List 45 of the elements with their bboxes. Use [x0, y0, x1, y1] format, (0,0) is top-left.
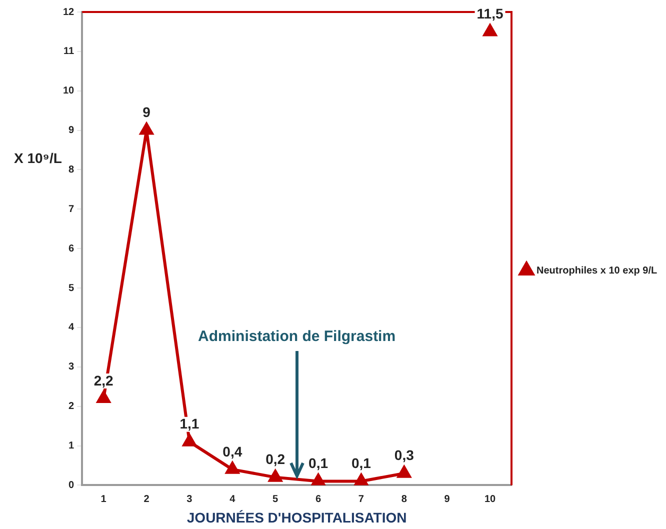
data-label: 0,4 [222, 443, 242, 460]
y-tick-label: 2 [68, 401, 75, 412]
y-tick-label: 1 [68, 440, 75, 452]
legend-label: Neutrophiles x 10 exp 9/L [536, 265, 658, 276]
data-label: 9 [142, 104, 151, 120]
point [226, 462, 240, 474]
point [483, 24, 497, 36]
y-tick-label: 9 [68, 125, 75, 136]
x-tick-label: 8 [401, 494, 408, 505]
x-tick-label: 6 [316, 494, 322, 505]
y-tick-label: 6 [68, 243, 75, 254]
point [268, 470, 282, 482]
point [397, 466, 411, 478]
data-label: 0,2 [266, 451, 286, 468]
data-label: 0,1 [308, 455, 328, 472]
x-tick-label: 4 [230, 494, 236, 505]
y-tick-label: 8 [68, 164, 75, 176]
y-axis-title: X 10⁹/L [14, 150, 62, 166]
data-label: 1,1 [180, 416, 200, 432]
x-tick-label: 7 [358, 494, 364, 505]
y-tick-label: 11 [64, 46, 75, 58]
data-label: 0,3 [394, 447, 414, 464]
y-tick-label: 3 [68, 362, 75, 373]
x-tick-label: 10 [484, 494, 496, 505]
y-tick-label: 7 [68, 204, 75, 215]
point [312, 474, 325, 486]
annotation: Administation de Filgrastim [198, 328, 396, 345]
x-tick-label: 1 [100, 494, 107, 505]
data-label: 11,5 [476, 6, 504, 22]
x-tick-label: 3 [186, 494, 193, 505]
x-tick-label: 9 [444, 494, 450, 505]
point [140, 122, 154, 135]
y-tick-label: 12 [63, 6, 75, 18]
y-tick-label: 0 [68, 480, 75, 491]
point [96, 390, 110, 403]
point [182, 434, 196, 446]
x-tick-label: 2 [144, 494, 150, 505]
data-label: 2,2 [94, 372, 114, 388]
x-tick-label: 5 [272, 494, 279, 505]
y-tick-label: 5 [68, 282, 75, 294]
data-label: 0,1 [351, 455, 372, 472]
y-tick-label: 4 [68, 322, 75, 334]
point [354, 474, 368, 486]
x-axis-title: JOURNÉES D'HOSPITALISATION [186, 509, 407, 526]
y-tick-label: 10 [63, 86, 75, 97]
